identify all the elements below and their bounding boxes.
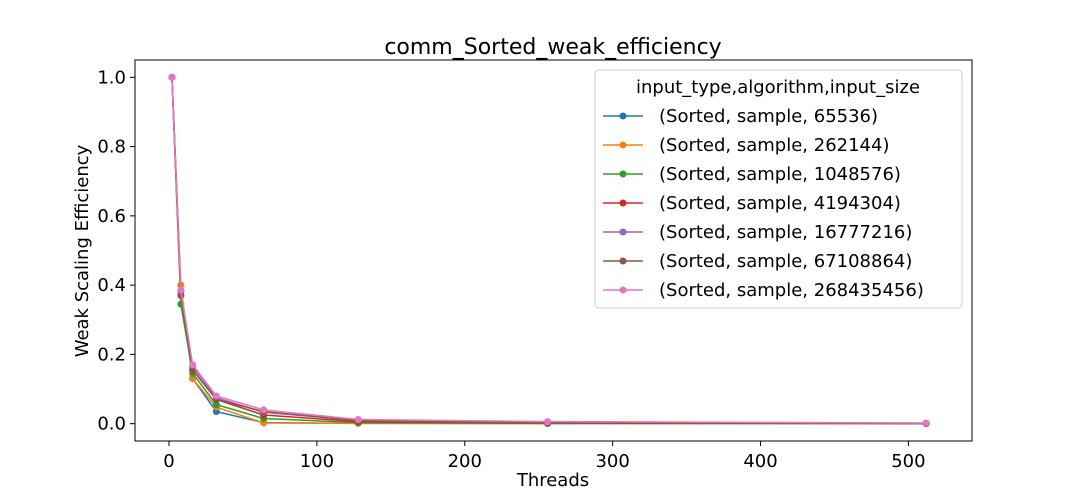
legend-marker (619, 228, 627, 236)
legend-entry: (Sorted, sample, 4194304) (603, 193, 901, 214)
legend-entry: (Sorted, sample, 1048576) (603, 164, 901, 185)
legend-label: (Sorted, sample, 262144) (659, 135, 889, 156)
legend-entry: (Sorted, sample, 262144) (603, 135, 889, 156)
y-tick-label: 0.2 (97, 344, 126, 365)
plot-area (134, 59, 973, 442)
x-axis: 0 100 200 300 400 500 (163, 441, 926, 472)
data-point (354, 416, 362, 424)
y-tick-label: 0.0 (97, 414, 126, 435)
legend-marker (619, 199, 627, 207)
legend-label: (Sorted, sample, 67108864) (659, 251, 912, 272)
x-tick-label: 200 (448, 451, 482, 472)
data-point (544, 418, 552, 426)
y-tick-label: 0.8 (97, 137, 126, 158)
data-point (177, 286, 185, 294)
legend-entry: (Sorted, sample, 16777216) (603, 222, 912, 243)
x-tick-label: 400 (743, 451, 777, 472)
data-point (168, 73, 176, 81)
x-tick-label: 100 (300, 451, 334, 472)
data-point (212, 392, 220, 400)
legend-marker (619, 170, 627, 178)
series-line (171, 77, 927, 424)
x-tick-label: 500 (891, 451, 925, 472)
legend-label: (Sorted, sample, 65536) (659, 106, 878, 127)
series-6 (168, 73, 930, 427)
legend-frame (594, 69, 963, 309)
data-point (189, 361, 197, 369)
data-point (260, 406, 268, 414)
legend-title: input_type,algorithm,input_size (636, 77, 920, 98)
legend: input_type,algorithm,input_size (Sorted,… (594, 69, 963, 309)
legend-label: (Sorted, sample, 1048576) (659, 164, 901, 185)
x-tick-label: 300 (595, 451, 629, 472)
legend-marker (619, 286, 627, 294)
legend-entry: (Sorted, sample, 65536) (603, 106, 878, 127)
legend-label: (Sorted, sample, 16777216) (659, 222, 912, 243)
legend-label: (Sorted, sample, 268435456) (659, 280, 924, 301)
series-line (171, 77, 927, 425)
legend-marker (619, 141, 627, 149)
legend-entry: (Sorted, sample, 268435456) (603, 280, 924, 301)
y-tick-label: 0.4 (97, 275, 126, 296)
data-point (922, 419, 930, 427)
x-axis-label: Threads (516, 470, 589, 491)
legend-marker (619, 112, 627, 120)
y-tick-label: 0.6 (97, 206, 126, 227)
y-tick-label: 1.0 (97, 67, 126, 88)
data-point (212, 401, 220, 409)
chart-title: comm_Sorted_weak_efficiency (384, 35, 721, 60)
legend-entries: (Sorted, sample, 65536) (Sorted, sample, … (603, 106, 924, 301)
legend-label: (Sorted, sample, 4194304) (659, 193, 901, 214)
y-axis: 0.0 0.2 0.4 0.6 0.8 1.0 (97, 67, 135, 435)
legend-entry: (Sorted, sample, 67108864) (603, 251, 912, 272)
series-layer (168, 73, 930, 428)
x-tick-label: 0 (163, 451, 174, 472)
legend-marker (619, 257, 627, 265)
y-axis-label: Weak Scaling Efficiency (72, 144, 93, 357)
